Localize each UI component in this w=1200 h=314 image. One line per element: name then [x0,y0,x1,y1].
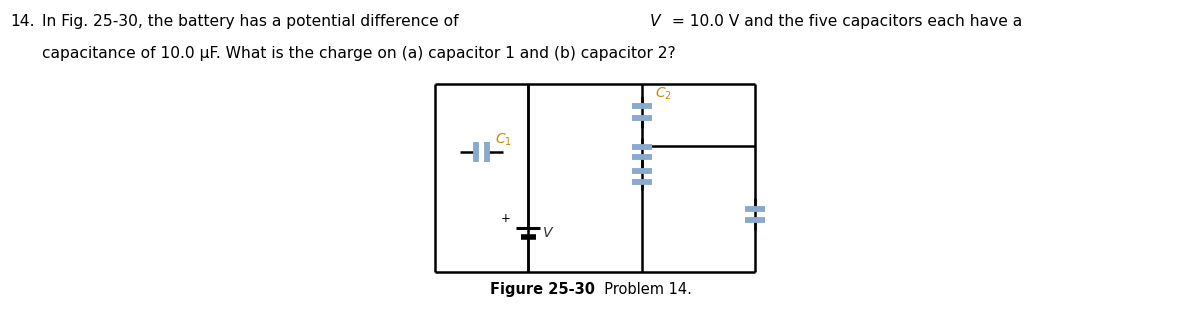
Text: In Fig. 25-30, the battery has a potential difference of: In Fig. 25-30, the battery has a potenti… [42,14,463,29]
Text: V: V [542,226,552,240]
Text: Problem 14.: Problem 14. [595,282,692,297]
Text: V: V [650,14,661,29]
Text: capacitance of 10.0 μF. What is the charge on (a) capacitor 1 and (b) capacitor : capacitance of 10.0 μF. What is the char… [42,46,676,61]
Text: $C_1$: $C_1$ [496,132,512,148]
Text: +: + [502,213,511,225]
Text: 14.: 14. [10,14,35,29]
Text: Figure 25-30: Figure 25-30 [490,282,595,297]
Text: $C_2$: $C_2$ [655,86,672,102]
Text: = 10.0 V and the five capacitors each have a: = 10.0 V and the five capacitors each ha… [667,14,1022,29]
